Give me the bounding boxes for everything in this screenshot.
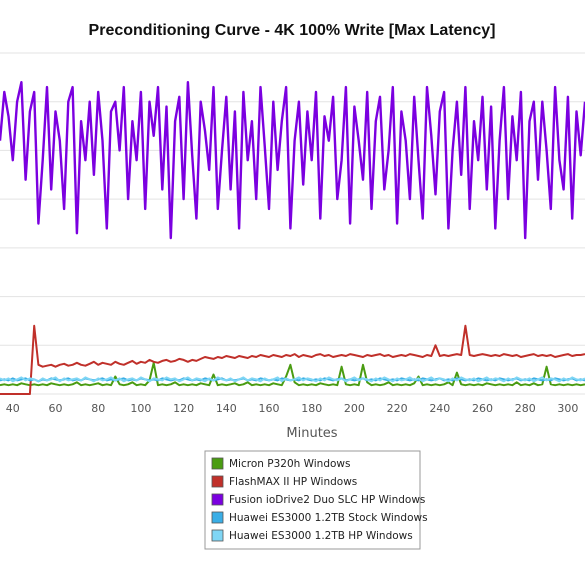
legend: Micron P320h Windows FlashMAX II HP Windo… xyxy=(204,450,428,550)
legend-label: Huawei ES3000 1.2TB HP Windows xyxy=(229,530,413,542)
x-tick-label: 260 xyxy=(472,402,493,415)
legend-label: Fusion ioDrive2 Duo SLC HP Windows xyxy=(229,494,425,506)
legend-swatch xyxy=(211,511,224,524)
x-tick-label: 160 xyxy=(259,402,280,415)
series-line-1 xyxy=(0,361,585,387)
legend-swatch xyxy=(211,493,224,506)
x-tick-label: 60 xyxy=(49,402,63,415)
x-tick-label: 100 xyxy=(130,402,151,415)
gridlines xyxy=(0,52,585,395)
legend-box xyxy=(204,450,421,550)
legend-swatch xyxy=(211,475,224,488)
series-line-3 xyxy=(0,80,585,240)
chart-title: Preconditioning Curve - 4K 100% Write [M… xyxy=(89,22,496,39)
series-lines xyxy=(0,80,585,395)
x-tick-label: 200 xyxy=(344,402,365,415)
x-tick-label: 40 xyxy=(6,402,20,415)
legend-label: FlashMAX II HP Windows xyxy=(229,476,357,488)
series-line-2 xyxy=(0,324,585,395)
series-line-5 xyxy=(0,376,585,383)
legend-swatch xyxy=(211,457,224,470)
x-axis-title: Minutes xyxy=(286,426,337,441)
x-tick-labels: 40 60 80 100 120 140 160 180 200 220 240 260 280 300 xyxy=(6,402,579,415)
x-tick-label: 300 xyxy=(557,402,578,415)
x-tick-label: 80 xyxy=(91,402,105,415)
x-tick-label: 120 xyxy=(173,402,194,415)
legend-swatch xyxy=(211,529,224,542)
legend-label: Huawei ES3000 1.2TB Stock Windows xyxy=(229,512,428,524)
x-tick-label: 240 xyxy=(429,402,450,415)
x-tick-label: 180 xyxy=(301,402,322,415)
x-tick-label: 140 xyxy=(216,402,237,415)
legend-label: Micron P320h Windows xyxy=(229,458,351,470)
x-tick-label: 280 xyxy=(515,402,536,415)
x-tick-label: 220 xyxy=(387,402,408,415)
